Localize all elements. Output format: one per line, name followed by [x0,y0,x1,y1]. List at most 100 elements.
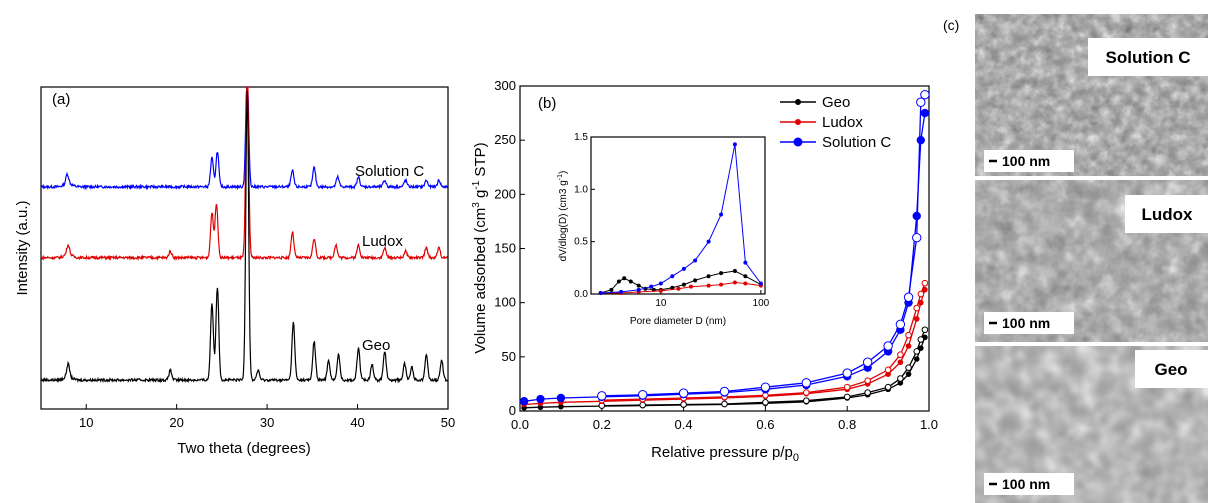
isotherm-adsorption-line-solution-c [524,113,926,402]
inset-point-solution-c [743,260,748,265]
isotherm-desorption-point-geo [884,383,892,391]
inset-point-solution-c [658,281,663,286]
isotherm-y-tick-label: 100 [494,295,516,310]
isotherm-adsorption-point-geo [913,356,920,362]
inset-point-geo [628,279,633,284]
inset-y-axis-label: dV/dlog(D) (cm3 g-1) [557,171,569,262]
inset-point-geo [743,274,748,279]
isotherm-desorption-point-ludox [897,351,904,358]
isotherm-adsorption-point-ludox [897,359,904,366]
scale-label-ludox: 100 nm [1002,315,1050,331]
inset-line-geo [600,270,762,294]
isotherm-adsorption-point-solution-c [912,211,921,221]
scale-box-geo [984,473,1074,495]
inset-point-geo [681,282,686,287]
xrd-x-tick-label: 10 [79,415,93,430]
inset-x-tick-label: 10 [655,298,667,309]
isotherm-adsorption-point-ludox [905,343,912,349]
xrd-x-tick-label: 20 [169,415,183,430]
scale-label-solution-c: 100 nm [1002,153,1050,169]
sem-label-box-ludox [1125,195,1208,233]
isotherm-desorption-point-solution-c [916,97,926,107]
isotherm-desorption-point-ludox [905,331,912,339]
xrd-x-tick-label: 50 [441,415,455,430]
xrd-panel-label: (a) [52,91,70,108]
inset-point-ludox [658,288,663,293]
isotherm-desorption-line-solution-c [601,94,926,397]
isotherm-desorption-point-ludox [864,377,871,384]
legend-marker-ludox [795,119,801,125]
inset-plot-frame [590,136,766,295]
isotherm-adsorption-point-geo [558,403,564,410]
inset-point-geo [732,268,737,273]
xrd-line-solution-c [40,86,449,191]
isotherm-desorption-point-solution-c [862,357,873,367]
isotherm-ticks: 0.0 0.2 0.4 0.6 0.8 1.0 0 50 100 150 200 250 300 [494,78,938,432]
sem-image-solution-c: Solution C 100 nm [975,14,1208,176]
isotherm-y-tick-label: 250 [494,132,516,147]
isotherm-desorption-point-solution-c [760,382,771,392]
inset-y-tick-label: 0.0 [574,289,588,300]
inset-point-ludox [676,286,681,291]
inset-x-tick-label: 100 [753,298,770,309]
xrd-x-axis-label: Two theta (degrees) [177,440,310,457]
inset-y-tick-label: 1.0 [574,184,588,195]
isotherm-desorption-point-ludox [913,304,921,312]
inset-point-ludox [688,284,693,289]
inset-point-geo [706,274,711,279]
isotherm-desorption-point-solution-c [895,319,906,330]
isotherm-adsorption-point-solution-c [920,108,930,118]
isotherm-desorption-point-solution-c [597,391,607,401]
inset-point-geo [616,279,621,284]
scale-box-ludox [984,312,1074,334]
isotherm-desorption-point-solution-c [912,232,922,243]
isotherm-desorption-point-geo [721,400,728,408]
inset-series-group [598,142,763,295]
isotherm-x-tick-label: 0.0 [511,417,529,432]
isotherm-adsorption-point-solution-c [916,135,926,145]
isotherm-y-tick-label: 150 [494,241,516,256]
isotherm-desorption-point-solution-c [883,341,893,351]
inset-point-geo [670,285,675,290]
isotherm-adsorption-point-ludox [913,316,920,322]
xrd-line-geo [40,90,448,384]
inset-point-solution-c [732,142,737,147]
isotherm-desorption-point-solution-c [638,390,648,400]
isotherm-desorption-point-solution-c [920,89,930,100]
inset-y-tick-label: 1.5 [574,132,588,143]
isotherm-series-group [519,89,930,411]
xrd-x-ticks: 10 20 30 40 50 [79,404,455,430]
isotherm-x-tick-label: 0.2 [593,417,611,432]
inset-ticks: 10 100 0.0 0.5 1.0 1.5 [574,132,770,309]
xrd-panel: (a) 10 20 30 40 50 Two theta (degrees) Inten… [14,86,455,457]
inset-point-ludox [719,282,724,287]
inset-point-solution-c [598,290,603,295]
isotherm-desorption-point-geo [913,348,921,355]
isotherm-desorption-point-ludox [803,389,810,396]
isotherm-legend: Geo Ludox Solution C [780,94,891,151]
inset-point-ludox [706,283,711,288]
isotherm-x-tick-label: 0.6 [756,417,774,432]
isotherm-panel-label: (b) [538,95,556,112]
isotherm-desorption-point-solution-c [903,292,914,302]
isotherm-y-tick-label: 0 [509,403,516,418]
isotherm-adsorption-point-solution-c [536,394,545,404]
isotherm-desorption-point-geo [803,397,810,405]
isotherm-adsorption-point-geo [905,371,912,377]
sem-label-solution-c: Solution C [1106,48,1191,67]
inset-point-geo [636,283,641,288]
sem-label-geo: Geo [1154,360,1187,379]
legend-marker-solution-c [793,137,803,147]
xrd-plot-frame [40,86,449,410]
sem-label-box-geo [1135,350,1208,388]
inset-point-ludox [732,280,737,285]
inset-point-solution-c [758,281,763,286]
sem-image-geo: Geo 100 nm [975,346,1208,503]
isotherm-y-tick-label: 50 [502,349,516,364]
legend-marker-geo [795,99,801,105]
xrd-label-ludox: Ludox [362,233,403,250]
inset-x-axis-label: Pore diameter D (nm) [630,316,726,327]
isotherm-desorption-point-ludox [843,383,851,391]
inset-point-solution-c [636,287,641,292]
